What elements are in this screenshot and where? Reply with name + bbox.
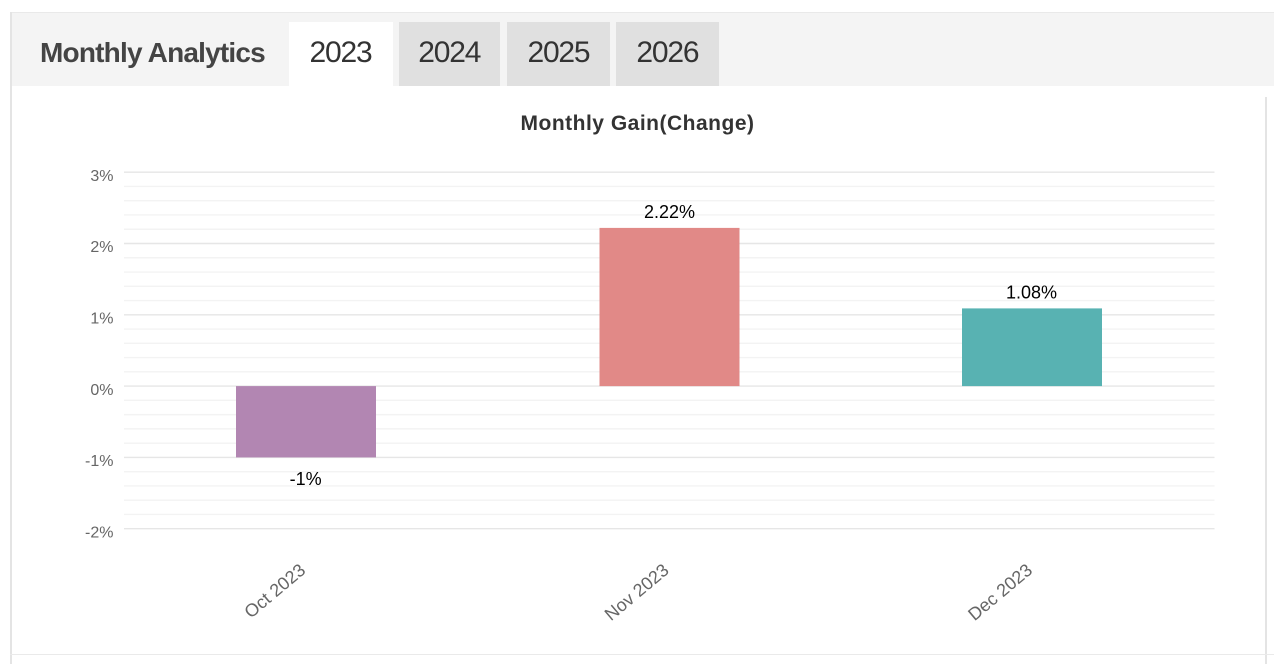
svg-text:0%: 0% xyxy=(90,382,113,399)
svg-text:Dec 2023: Dec 2023 xyxy=(964,560,1036,625)
svg-text:Nov 2023: Nov 2023 xyxy=(601,560,673,625)
svg-text:1%: 1% xyxy=(90,311,113,328)
svg-text:1.08%: 1.08% xyxy=(1006,282,1057,302)
svg-text:-2%: -2% xyxy=(85,524,113,541)
svg-text:Oct 2023: Oct 2023 xyxy=(240,560,309,622)
svg-text:2.22%: 2.22% xyxy=(644,202,695,222)
svg-text:-1%: -1% xyxy=(85,453,113,470)
svg-text:3%: 3% xyxy=(90,168,113,185)
svg-text:Monthly Gain(Change): Monthly Gain(Change) xyxy=(521,112,755,135)
svg-text:2%: 2% xyxy=(90,239,113,256)
svg-text:-1%: -1% xyxy=(290,469,322,489)
